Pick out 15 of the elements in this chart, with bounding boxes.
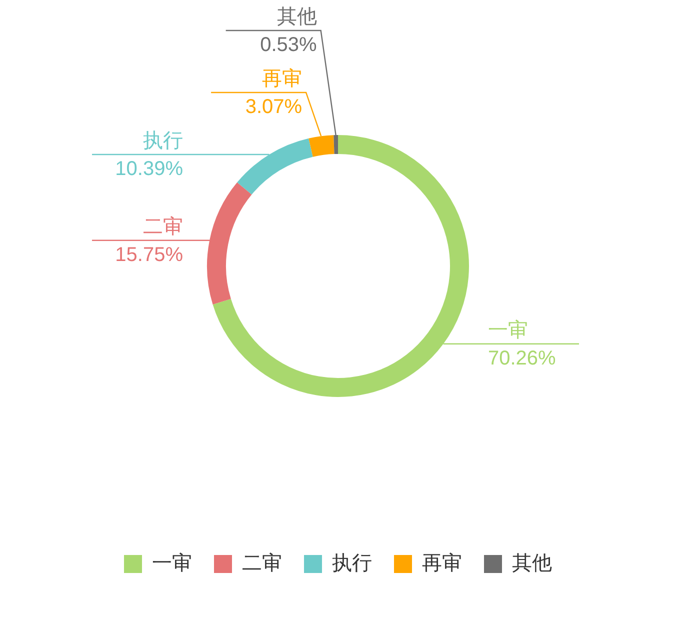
data-label: 0.53% xyxy=(260,34,318,56)
legend-label: 再审 xyxy=(422,552,462,575)
slice-label: 执行 xyxy=(143,130,183,152)
data-label: 3.07% xyxy=(245,96,302,118)
legend-label: 执行 xyxy=(332,552,372,575)
legend-label: 二审 xyxy=(242,552,282,575)
slice-label: 一审 xyxy=(488,318,528,342)
slice-label: 再审 xyxy=(262,67,302,90)
legend-label: 一审 xyxy=(152,552,192,575)
legend-label: 其他 xyxy=(512,552,552,575)
slice-label: 其他 xyxy=(276,6,317,28)
data-label: 15.75% xyxy=(115,244,184,266)
data-label: 70.26% xyxy=(488,347,556,370)
data-label: 10.39% xyxy=(115,158,184,180)
slice-label: 二审 xyxy=(143,214,183,238)
